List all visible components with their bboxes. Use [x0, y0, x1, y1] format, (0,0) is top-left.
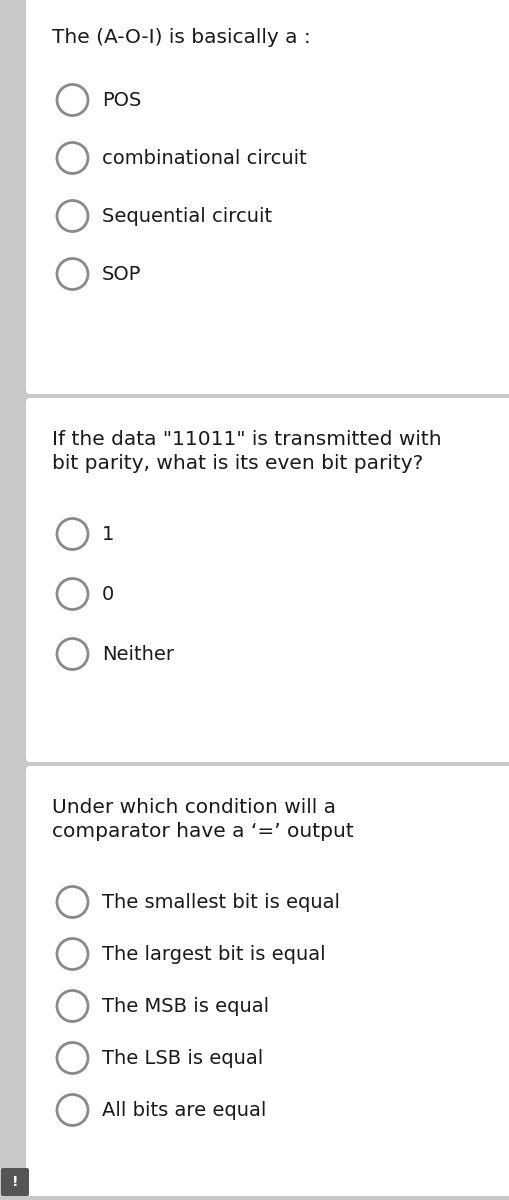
Text: The smallest bit is equal: The smallest bit is equal — [102, 893, 340, 912]
Circle shape — [57, 518, 88, 550]
Text: combinational circuit: combinational circuit — [102, 149, 307, 168]
Text: 1: 1 — [102, 524, 115, 544]
Text: The LSB is equal: The LSB is equal — [102, 1049, 263, 1068]
Circle shape — [57, 258, 88, 289]
Text: 0: 0 — [102, 584, 114, 604]
Circle shape — [57, 938, 88, 970]
Text: The (A-O-I) is basically a :: The (A-O-I) is basically a : — [52, 28, 311, 47]
Circle shape — [57, 1043, 88, 1074]
Text: Under which condition will a
comparator have a ‘=’ output: Under which condition will a comparator … — [52, 798, 354, 841]
Text: The largest bit is equal: The largest bit is equal — [102, 944, 326, 964]
FancyBboxPatch shape — [26, 0, 509, 394]
Text: The MSB is equal: The MSB is equal — [102, 996, 269, 1015]
FancyBboxPatch shape — [1, 1168, 29, 1196]
Circle shape — [57, 887, 88, 918]
FancyBboxPatch shape — [26, 398, 509, 762]
Text: POS: POS — [102, 90, 142, 109]
Text: All bits are equal: All bits are equal — [102, 1100, 266, 1120]
Circle shape — [57, 990, 88, 1021]
Circle shape — [57, 1094, 88, 1126]
Circle shape — [57, 143, 88, 174]
Circle shape — [57, 84, 88, 115]
FancyBboxPatch shape — [26, 766, 509, 1196]
Text: Sequential circuit: Sequential circuit — [102, 206, 272, 226]
Circle shape — [57, 578, 88, 610]
Circle shape — [57, 200, 88, 232]
Text: Neither: Neither — [102, 644, 174, 664]
Text: SOP: SOP — [102, 264, 142, 283]
Text: !: ! — [12, 1175, 18, 1189]
Circle shape — [57, 638, 88, 670]
Text: If the data "11011" is transmitted with
bit parity, what is its even bit parity?: If the data "11011" is transmitted with … — [52, 430, 442, 473]
